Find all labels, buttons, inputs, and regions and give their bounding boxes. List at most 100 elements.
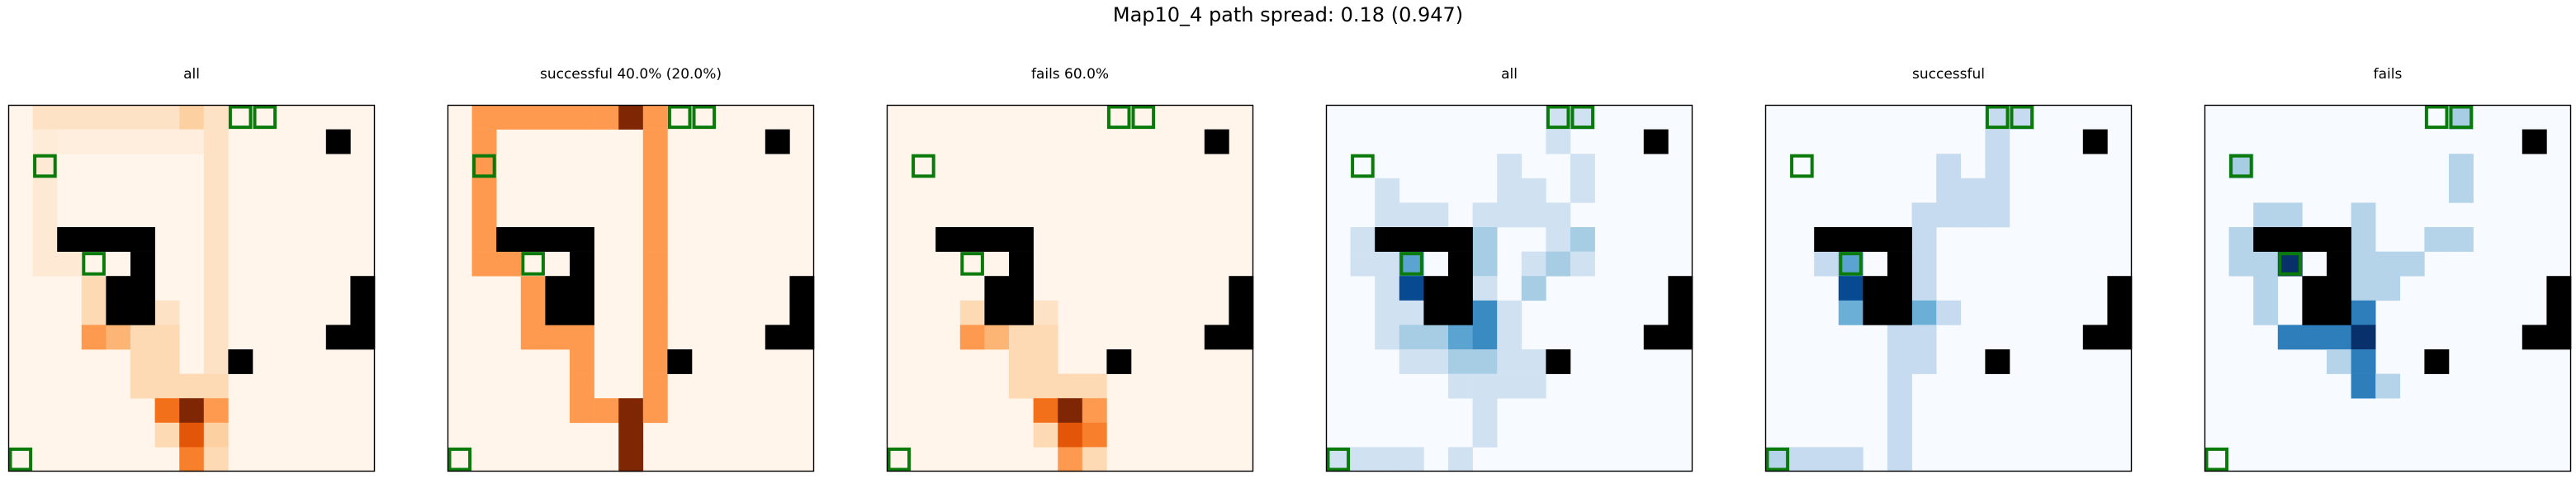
obstacle-cell — [984, 276, 1010, 301]
heat-cell — [1521, 178, 1546, 203]
heat-cell — [1521, 202, 1546, 228]
heat-cell — [642, 227, 668, 252]
goal-marker — [253, 105, 277, 130]
heat-cell — [57, 129, 83, 154]
heat-cell — [570, 373, 594, 399]
heat-cell — [496, 105, 522, 130]
goal-marker — [2424, 105, 2449, 130]
heat-cell — [1570, 227, 1595, 252]
heat-cell — [1448, 349, 1473, 374]
heat-cell — [520, 300, 546, 325]
heat-cell — [179, 447, 205, 472]
obstacle-cell — [57, 227, 83, 252]
heat-cell — [1472, 373, 1498, 399]
heat-cell — [154, 398, 180, 424]
obstacle-cell — [1546, 349, 1571, 374]
heat-cell — [959, 325, 985, 350]
heat-cell — [154, 422, 180, 448]
heat-cell — [203, 349, 229, 374]
obstacle-cell — [1643, 129, 1669, 154]
heat-cell — [1887, 447, 1912, 472]
goal-marker — [1399, 252, 1423, 276]
heat-cell — [1472, 227, 1498, 252]
heat-cell — [642, 129, 668, 154]
heat-cell — [2449, 154, 2474, 179]
heat-cell — [1472, 349, 1498, 374]
goal-marker — [887, 447, 912, 472]
heat-cell — [2351, 251, 2376, 277]
obstacle-cell — [1887, 227, 1912, 252]
obstacle-cell — [1643, 325, 1669, 350]
heat-cell — [130, 129, 155, 154]
heat-cell — [1497, 349, 1522, 374]
heat-cell — [642, 251, 668, 277]
obstacle-cell — [1423, 227, 1449, 252]
heat-cell — [2449, 105, 2474, 130]
heat-cell — [81, 105, 107, 130]
heatmap-panel-2 — [447, 104, 815, 472]
heat-cell — [1082, 398, 1107, 424]
heat-cell — [642, 398, 668, 424]
heat-cell — [594, 105, 619, 130]
heat-cell — [2253, 276, 2279, 301]
heat-cell — [1546, 227, 1571, 252]
obstacle-cell — [2107, 325, 2133, 350]
obstacle-cell — [496, 227, 522, 252]
obstacle-cell — [789, 300, 815, 325]
heat-cell — [471, 251, 497, 277]
heat-cell — [1546, 129, 1571, 154]
obstacle-cell — [1668, 325, 1693, 350]
heat-cell — [1521, 251, 1546, 277]
heat-cell — [81, 129, 107, 154]
obstacle-cell — [106, 227, 131, 252]
heat-cell — [203, 398, 229, 424]
obstacle-cell — [2327, 276, 2351, 301]
heat-cell — [154, 300, 180, 325]
panel-frame — [447, 104, 815, 472]
obstacle-cell — [1985, 349, 2010, 374]
heat-cell — [1472, 300, 1498, 325]
obstacle-cell — [2546, 325, 2572, 350]
goal-marker — [228, 105, 253, 130]
obstacle-cell — [1009, 300, 1034, 325]
panel-frame — [886, 104, 1254, 472]
heat-cell — [1375, 300, 1400, 325]
goal-marker — [1839, 252, 1863, 276]
heat-cell — [1789, 447, 1815, 472]
obstacle-cell — [667, 349, 693, 374]
heat-cell — [1814, 251, 1840, 277]
heat-cell — [203, 276, 229, 301]
heat-cell — [1326, 447, 1351, 472]
heat-cell — [1497, 178, 1522, 203]
obstacle-cell — [570, 276, 594, 301]
heat-cell — [570, 105, 594, 130]
obstacle-cell — [130, 251, 155, 277]
obstacle-cell — [1814, 227, 1840, 252]
heat-cell — [2277, 202, 2303, 228]
heat-cell — [203, 300, 229, 325]
heat-cell — [959, 300, 985, 325]
heat-cell — [1082, 422, 1107, 448]
obstacle-cell — [520, 227, 546, 252]
heat-cell — [2424, 227, 2450, 252]
figure-title: Map10_4 path spread: 0.18 (0.947) — [1112, 3, 1464, 26]
heat-cell — [1960, 202, 1986, 228]
heat-cell — [81, 325, 107, 350]
panel-1-title: all — [183, 66, 200, 83]
heat-cell — [471, 154, 497, 179]
heat-cell — [1350, 227, 1376, 252]
obstacle-cell — [228, 349, 253, 374]
heat-cell — [1082, 373, 1107, 399]
obstacle-cell — [325, 325, 351, 350]
heat-cell — [2375, 373, 2401, 399]
heat-cell — [1399, 300, 1424, 325]
heat-cell — [1838, 447, 1863, 472]
obstacle-cell — [325, 129, 351, 154]
heat-cell — [2351, 227, 2376, 252]
heat-cell — [57, 251, 83, 277]
heat-cell — [1887, 422, 1912, 448]
panel-frame — [1764, 104, 2133, 472]
heat-cell — [1399, 251, 1424, 277]
obstacle-cell — [1423, 300, 1449, 325]
heat-cell — [1985, 105, 2010, 130]
